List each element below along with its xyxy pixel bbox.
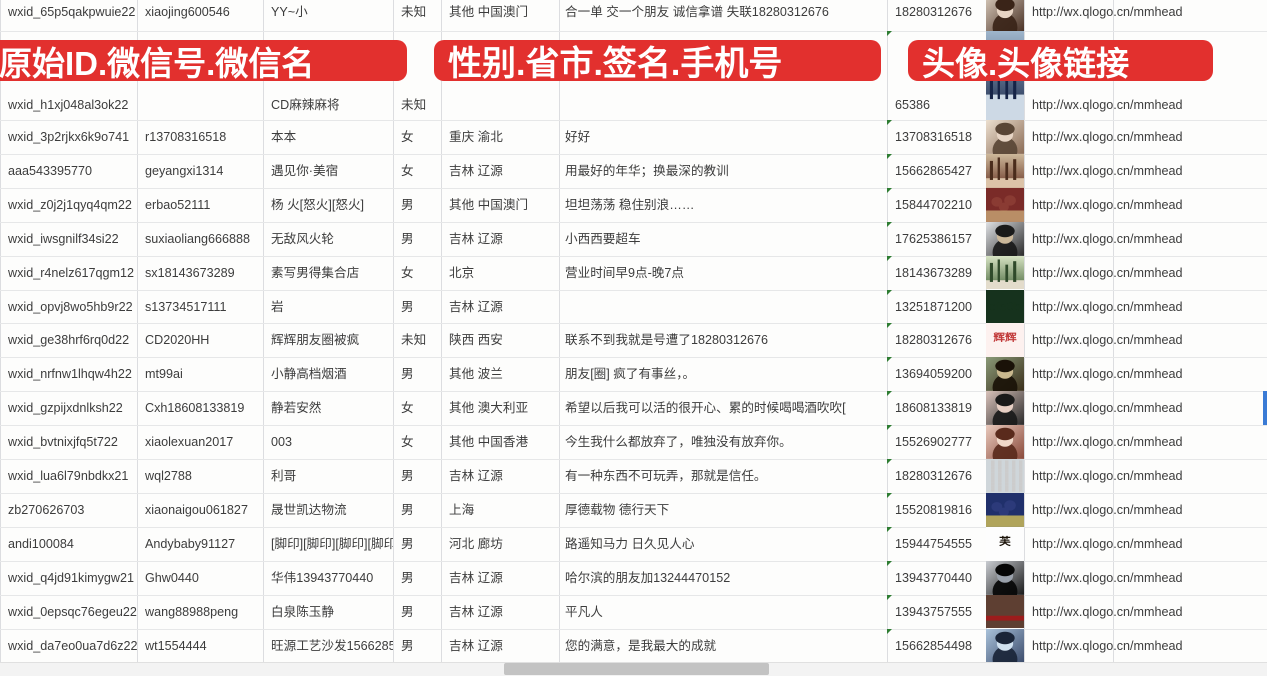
svg-text:#cfe0b8: #cfe0b8 [986, 300, 1024, 313]
svg-text:辉辉: 辉辉 [993, 332, 1016, 344]
svg-text:芙: 芙 [998, 534, 1012, 547]
